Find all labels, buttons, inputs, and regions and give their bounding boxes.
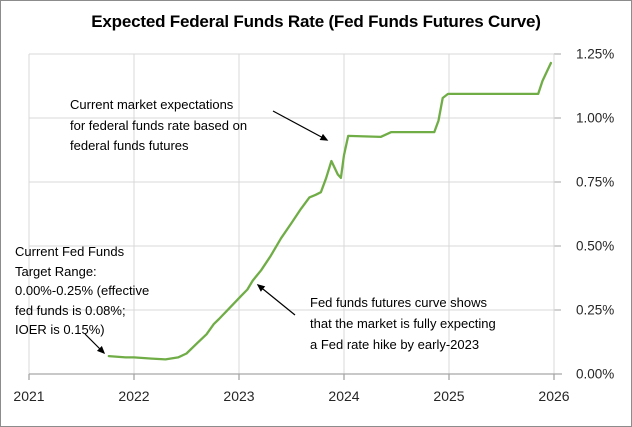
annotation-line: that the market is fully expecting (310, 316, 496, 331)
x-axis-label: 2026 (538, 388, 569, 404)
annotation-arrow (84, 333, 106, 355)
annotation-line: fed funds is 0.08%; (15, 302, 126, 318)
annotation-line: Target Range: (15, 263, 97, 279)
annotation-arrow (272, 110, 329, 141)
annotation-line: IOER is 0.15%) (15, 322, 105, 337)
x-axis-label: 2023 (223, 388, 254, 404)
annotation-line: for federal funds rate based on (70, 117, 248, 133)
annotation-market-expectations: Current market expectations for federal … (70, 95, 247, 157)
x-axis-label: 2022 (118, 388, 149, 404)
y-axis-label: 1.00% (576, 111, 614, 126)
annotation-line: Fed funds futures curve shows (310, 295, 488, 310)
y-axis-label: 0.50% (576, 239, 614, 254)
x-axis-label: 2021 (13, 388, 44, 404)
x-axis-label: 2025 (433, 388, 464, 404)
annotation-line: Current market expectations (70, 97, 234, 112)
y-axis-label: 0.75% (576, 175, 614, 190)
y-axis-label: 0.25% (576, 303, 614, 318)
annotation-arrow (256, 284, 296, 316)
annotation-target-range: Current Fed Funds Target Range: 0.00%-0.… (15, 242, 149, 340)
chart-title: Expected Federal Funds Rate (Fed Funds F… (91, 12, 541, 31)
annotation-line: Current Fed Funds (15, 244, 125, 259)
annotation-line: a Fed rate hike by early-2023 (310, 337, 480, 352)
annotation-rate-hike: Fed funds futures curve shows that the m… (310, 292, 496, 355)
annotation-line: federal funds futures (70, 138, 189, 153)
x-axis-label: 2024 (328, 388, 359, 404)
annotation-line: 0.00%-0.25% (effective (15, 283, 150, 298)
y-axis-label: 1.25% (576, 47, 614, 62)
y-axis-label: 0.00% (576, 367, 614, 382)
futures-curve-line (107, 61, 553, 361)
